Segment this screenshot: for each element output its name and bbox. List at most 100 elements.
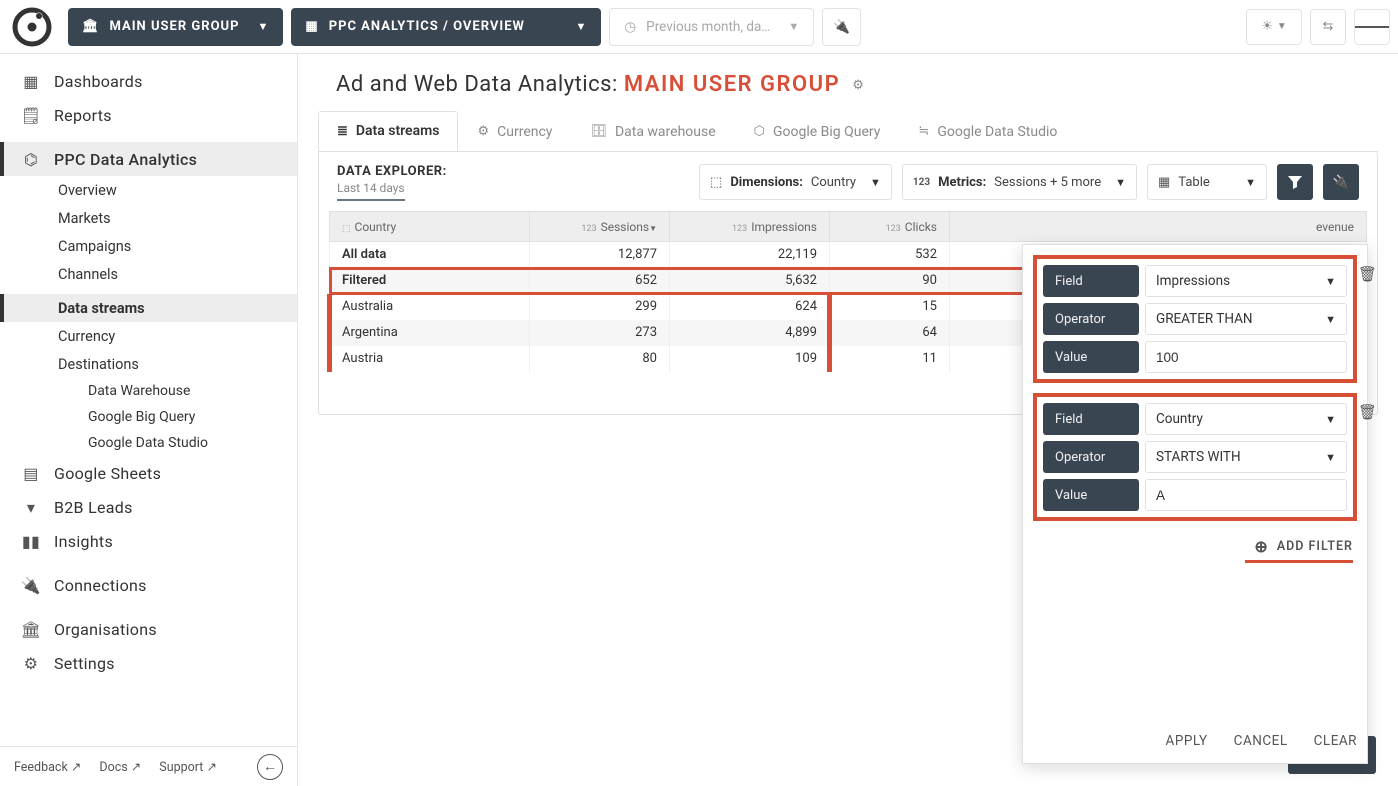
filter-operator-label: Operator — [1043, 303, 1139, 335]
tab-currency[interactable]: ⚙ Currency — [458, 111, 571, 151]
footer-feedback[interactable]: Feedback ↗ — [14, 759, 81, 775]
sidebar-sub2-dw[interactable]: Data Warehouse — [0, 378, 297, 404]
footer-docs[interactable]: Docs ↗ — [99, 759, 141, 775]
layers-icon: ≣ — [337, 124, 348, 139]
sidebar-item-reports[interactable]: 🗒 Reports — [0, 98, 297, 132]
sidebar-item-gsheets[interactable]: ▤ Google Sheets — [0, 456, 297, 490]
sidebar-item-settings[interactable]: ⚙ Settings — [0, 646, 297, 680]
database-icon: 🗄 — [590, 124, 607, 139]
sidebar-item-label: Reports — [54, 106, 112, 125]
sidebar-sub2-gds[interactable]: Google Data Studio — [0, 430, 297, 456]
sidebar-item-label: Organisations — [54, 620, 157, 639]
page-title: Ad and Web Data Analytics: MAIN USER GRO… — [336, 72, 1378, 97]
workspace-selector[interactable]: ▦ PPC ANALYTICS / OVERVIEW ▼ — [291, 8, 601, 46]
plug-button[interactable]: 🔌 — [822, 8, 861, 46]
share-button[interactable]: ⇆ — [1310, 9, 1346, 45]
collapse-sidebar-button[interactable]: ← — [257, 754, 283, 780]
sidebar-sub-data-streams[interactable]: Data streams — [0, 294, 297, 322]
explorer-sub: Last 14 days — [337, 181, 405, 201]
sidebar-item-label: PPC Data Analytics — [54, 150, 197, 169]
filter-block-2: 🗑 Field Country▼ Operator STARTS WITH▼ V… — [1033, 393, 1357, 521]
number-icon: 123 — [913, 177, 930, 188]
arrow-left-icon: ← — [263, 758, 277, 775]
analytics-icon: ⌬ — [22, 150, 40, 169]
apply-button[interactable]: APPLY — [1166, 733, 1208, 749]
connection-button[interactable]: 🔌 — [1323, 164, 1359, 200]
chevron-down-icon: ▼ — [1325, 413, 1336, 426]
table-icon: ▦ — [1158, 175, 1170, 190]
cancel-button[interactable]: CANCEL — [1234, 733, 1288, 749]
sheet-icon: ▤ — [22, 464, 40, 483]
sidebar-item-label: Settings — [54, 654, 115, 673]
sidebar-item-b2b[interactable]: ▾ B2B Leads — [0, 490, 297, 524]
clipboard-icon: 🗒 — [22, 106, 40, 125]
funnel-icon: ▾ — [22, 498, 40, 517]
sidebar-sub-destinations[interactable]: Destinations — [0, 350, 297, 378]
plug-icon: 🔌 — [22, 576, 40, 595]
filter-value-input[interactable] — [1145, 341, 1347, 373]
app-logo[interactable] — [12, 7, 52, 47]
plus-circle-icon: ⊕ — [1254, 537, 1268, 556]
explorer-label: DATA EXPLORER: — [337, 164, 447, 179]
sidebar-item-ppc[interactable]: ⌬ PPC Data Analytics — [0, 142, 297, 176]
ds-icon: ≒ — [918, 124, 929, 139]
menu-button[interactable] — [1354, 9, 1390, 45]
sun-icon: ☀ — [1261, 19, 1273, 34]
delete-filter-button[interactable]: 🗑 — [1358, 403, 1377, 421]
chevron-down-icon: ▼ — [870, 176, 881, 189]
filter-operator-label: Operator — [1043, 441, 1139, 473]
sidebar-item-dashboards[interactable]: ▦ Dashboards — [0, 64, 297, 98]
tab-data-warehouse[interactable]: 🗄 Data warehouse — [571, 111, 734, 151]
sidebar-item-label: B2B Leads — [54, 498, 133, 517]
metrics-selector[interactable]: 123 Metrics: Sessions + 5 more ▼ — [902, 164, 1137, 200]
tab-data-streams[interactable]: ≣ Data streams — [318, 111, 458, 151]
sidebar-sub-campaigns[interactable]: Campaigns — [0, 232, 297, 260]
date-range-selector[interactable]: ◷ Previous month, da… ▼ — [609, 8, 814, 46]
filter-field-select[interactable]: Country▼ — [1145, 403, 1347, 435]
view-selector[interactable]: ▦ Table ▼ — [1147, 164, 1267, 200]
sidebar-item-label: Connections — [54, 576, 147, 595]
gear-icon: ⚙ — [22, 654, 40, 673]
sidebar-sub-overview[interactable]: Overview — [0, 176, 297, 204]
tab-data-studio[interactable]: ≒ Google Data Studio — [899, 111, 1076, 151]
chevron-down-icon: ▼ — [788, 20, 799, 33]
hexagon-icon: ⬡ — [754, 124, 765, 139]
dimensions-selector[interactable]: ⬚ Dimensions: Country ▼ — [699, 164, 892, 200]
plug-icon: 🔌 — [1333, 175, 1349, 190]
sidebar-sub-channels[interactable]: Channels — [0, 260, 297, 288]
user-group-label: MAIN USER GROUP — [110, 19, 240, 34]
gear-icon[interactable]: ⚙ — [852, 78, 864, 93]
tab-big-query[interactable]: ⬡ Google Big Query — [735, 111, 900, 151]
filter-field-select[interactable]: Impressions▼ — [1145, 265, 1347, 297]
user-group-selector[interactable]: 🏛 MAIN USER GROUP ▼ — [68, 8, 283, 46]
filter-field-label: Field — [1043, 403, 1139, 435]
theme-toggle[interactable]: ☀ ▼ — [1246, 9, 1302, 45]
gear-icon: ⚙ — [477, 124, 489, 139]
delete-filter-button[interactable]: 🗑 — [1358, 265, 1377, 283]
clear-button[interactable]: CLEAR — [1314, 733, 1357, 749]
bank-icon: 🏛 — [82, 19, 100, 34]
sidebar-item-label: Dashboards — [54, 72, 143, 91]
plug-icon: 🔌 — [833, 19, 850, 35]
cube-icon: ⬚ — [342, 224, 351, 234]
chevron-down-icon: ▼ — [1325, 275, 1336, 288]
sidebar-item-insights[interactable]: ▮▮ Insights — [0, 524, 297, 558]
grid-icon: ▦ — [305, 19, 318, 34]
sidebar-item-organisations[interactable]: 🏛 Organisations — [0, 612, 297, 646]
clock-icon: ◷ — [624, 19, 636, 35]
filter-value-input[interactable] — [1145, 479, 1347, 511]
filter-button[interactable] — [1277, 164, 1313, 200]
chevron-down-icon: ▼ — [1245, 176, 1256, 189]
filter-operator-select[interactable]: GREATER THAN▼ — [1145, 303, 1347, 335]
sidebar-sub-markets[interactable]: Markets — [0, 204, 297, 232]
filter-value-label: Value — [1043, 341, 1139, 373]
sidebar-item-connections[interactable]: 🔌 Connections — [0, 568, 297, 602]
footer-support[interactable]: Support ↗ — [159, 759, 217, 775]
filter-field-label: Field — [1043, 265, 1139, 297]
sidebar-sub-currency[interactable]: Currency — [0, 322, 297, 350]
bank-icon: 🏛 — [22, 620, 40, 639]
date-range-label: Previous month, da… — [646, 19, 770, 35]
filter-operator-select[interactable]: STARTS WITH▼ — [1145, 441, 1347, 473]
add-filter-button[interactable]: ⊕ ADD FILTER — [1033, 531, 1357, 556]
sidebar-sub2-bq[interactable]: Google Big Query — [0, 404, 297, 430]
